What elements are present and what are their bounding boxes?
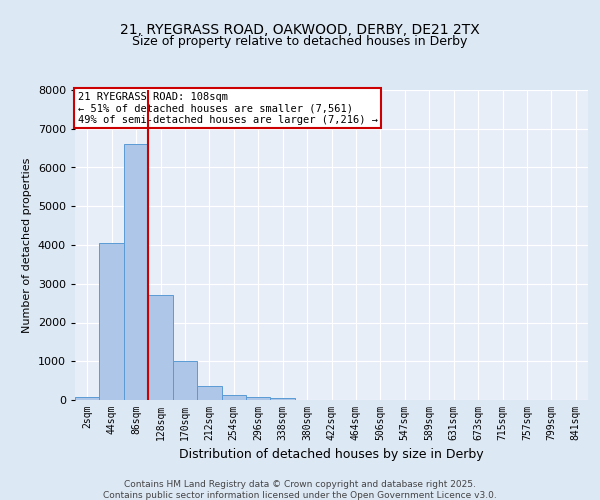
Text: 21, RYEGRASS ROAD, OAKWOOD, DERBY, DE21 2TX: 21, RYEGRASS ROAD, OAKWOOD, DERBY, DE21 … <box>120 22 480 36</box>
Text: Contains public sector information licensed under the Open Government Licence v3: Contains public sector information licen… <box>103 491 497 500</box>
Bar <box>221 395 246 400</box>
Bar <box>148 296 173 400</box>
Bar <box>100 243 124 400</box>
Text: Size of property relative to detached houses in Derby: Size of property relative to detached ho… <box>133 35 467 48</box>
Y-axis label: Number of detached properties: Number of detached properties <box>22 158 32 332</box>
Bar <box>246 397 271 400</box>
Bar <box>173 361 197 400</box>
Bar <box>271 398 295 400</box>
Text: 21 RYEGRASS ROAD: 108sqm
← 51% of detached houses are smaller (7,561)
49% of sem: 21 RYEGRASS ROAD: 108sqm ← 51% of detach… <box>77 92 377 124</box>
X-axis label: Distribution of detached houses by size in Derby: Distribution of detached houses by size … <box>179 448 484 462</box>
Bar <box>197 386 221 400</box>
Bar <box>124 144 148 400</box>
Bar <box>75 397 100 400</box>
Text: Contains HM Land Registry data © Crown copyright and database right 2025.: Contains HM Land Registry data © Crown c… <box>124 480 476 489</box>
